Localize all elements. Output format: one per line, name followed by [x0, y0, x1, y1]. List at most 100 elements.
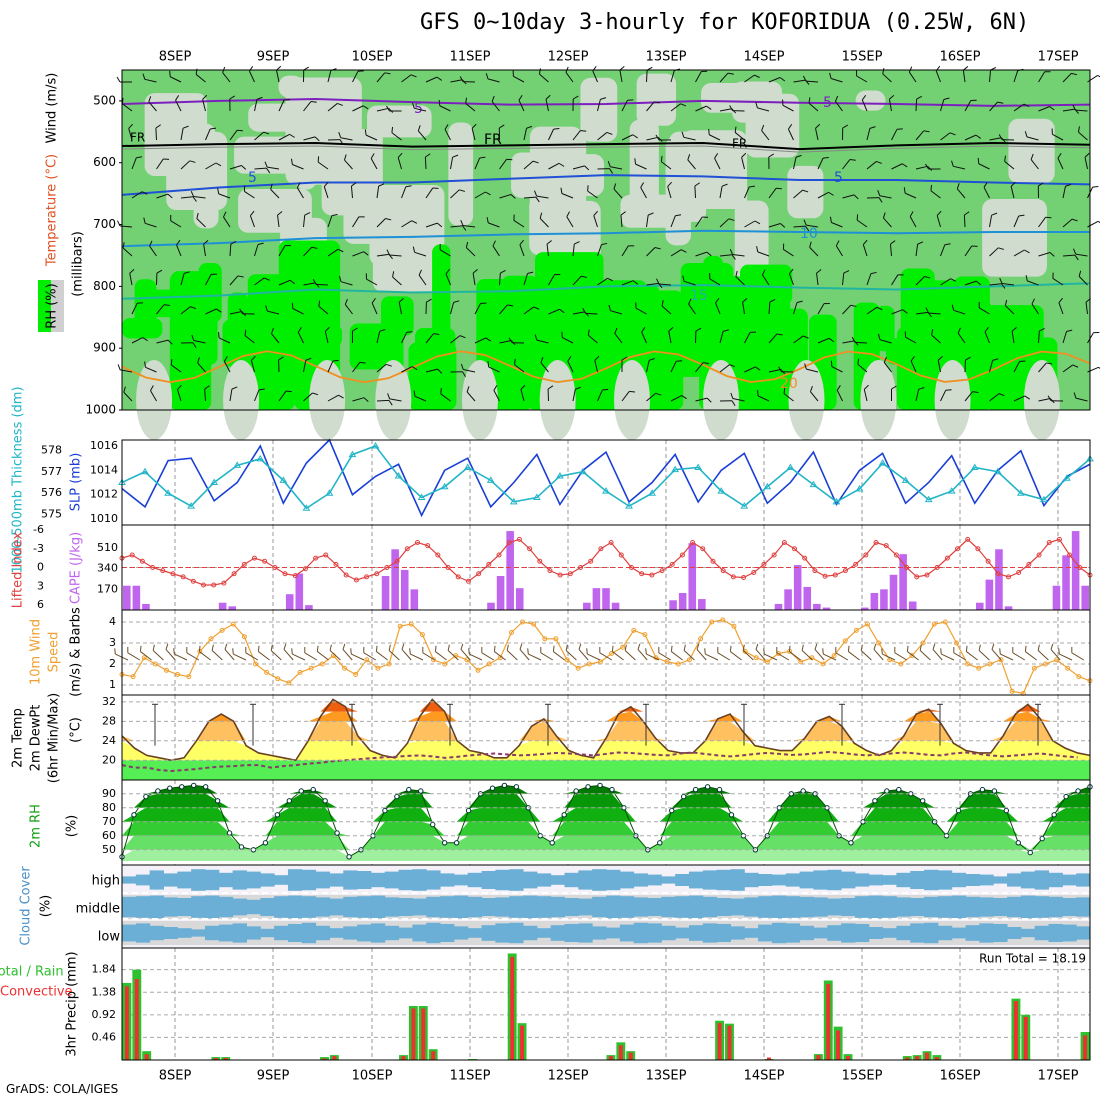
barb-staff [670, 103, 681, 112]
precip-convective-bar [124, 986, 129, 1060]
barb-flag [681, 131, 685, 138]
barb-staff [340, 281, 353, 286]
cloud-cover-bar [924, 869, 939, 891]
wind-tick: 1 [109, 678, 116, 691]
li-marker [282, 571, 288, 577]
rh2m-unit-label: (%) [65, 815, 80, 838]
barb-staff [278, 133, 290, 141]
barb-flag [409, 648, 411, 655]
barb-staff [327, 360, 334, 373]
barb-flag [438, 99, 441, 106]
barb-staff [835, 245, 843, 257]
barb-flag [883, 356, 887, 363]
barb-staff [814, 649, 825, 661]
barb-flag [224, 643, 228, 650]
wind-marker [853, 627, 859, 633]
barb-flag [857, 358, 860, 365]
barb-flag [422, 646, 424, 653]
rh-marker [549, 840, 555, 846]
wind-barb [123, 386, 133, 402]
barb-flag [1049, 106, 1055, 111]
li-marker [476, 571, 482, 577]
wind-barb [352, 327, 358, 343]
cape-bar [995, 549, 1003, 610]
wind-barb [205, 273, 217, 286]
barb-staff [425, 76, 438, 83]
wind-marker [442, 661, 448, 667]
barb-flag [877, 333, 881, 340]
barb-flag [609, 168, 614, 174]
li-marker [904, 565, 910, 570]
barb-flag [805, 225, 810, 232]
wind-marker [831, 653, 837, 659]
barb-flag [1092, 186, 1099, 188]
li-marker [730, 574, 736, 580]
li-marker [221, 580, 227, 586]
wind-barb [999, 278, 1015, 286]
cloud-cover-bar [758, 924, 773, 942]
wind-barb [940, 389, 952, 402]
barb-staff [705, 653, 719, 661]
wind-barb [1010, 181, 1016, 199]
li-marker [873, 540, 879, 545]
wind-barb [474, 156, 486, 170]
surface-wind-barb [881, 648, 896, 661]
rh-marker [465, 807, 472, 814]
barb-staff [963, 214, 966, 228]
wind-barb [964, 356, 971, 373]
barb-staff [523, 160, 534, 170]
barb-staff [873, 649, 884, 661]
barb-staff [1013, 249, 1025, 257]
rh-marker [872, 798, 878, 804]
li-marker [251, 555, 257, 561]
wind-barb [459, 76, 476, 83]
barb-staff [585, 312, 598, 315]
barb-flag [696, 643, 700, 650]
wind-barb [523, 125, 533, 141]
surface-wind-barb [565, 644, 577, 661]
barb-staff [340, 137, 353, 141]
wind-barb [376, 72, 391, 83]
wind-barb [440, 388, 451, 402]
cloud-cover-bar [384, 925, 400, 941]
cape-bar [123, 585, 131, 610]
wind-barb [891, 274, 904, 286]
wind-barb [205, 308, 222, 315]
barb-flag [1024, 395, 1030, 400]
cloud-cover-bar [633, 873, 648, 887]
wind-barb [978, 301, 990, 315]
barb-staff [283, 649, 294, 661]
barb-flag [363, 397, 369, 403]
li-marker [679, 552, 685, 558]
barb-flag [587, 185, 589, 192]
barb-staff [768, 187, 777, 199]
barb-flag [363, 646, 365, 653]
barb-staff [957, 332, 966, 344]
barb-staff [808, 102, 819, 112]
wind-barb [567, 356, 574, 373]
wind-barb [131, 302, 144, 315]
barb-staff [1062, 108, 1075, 112]
wind-barb [177, 384, 182, 402]
cloud-cover-bar [854, 873, 870, 887]
wind-marker [686, 657, 692, 663]
barb-flag [1093, 332, 1100, 334]
isotherm-line [121, 229, 1090, 248]
wind-barb [915, 276, 931, 286]
cloud-unit-label: (%) [39, 895, 54, 918]
date-label-bottom: 16SEP [940, 1069, 981, 1084]
rh-marker [1063, 793, 1069, 800]
wind-barb [290, 158, 304, 170]
wind-barb [621, 134, 638, 141]
slp-tick: 1010 [90, 512, 118, 525]
wind-marker [408, 621, 414, 627]
rh-tick: 50 [102, 843, 116, 856]
wind-barb [499, 304, 514, 315]
barb-staff [303, 101, 312, 112]
barb-flag [655, 392, 662, 396]
barb-staff [249, 215, 255, 228]
barb-flag [192, 342, 197, 349]
barb-staff [866, 306, 878, 315]
barb-flag [889, 94, 895, 100]
